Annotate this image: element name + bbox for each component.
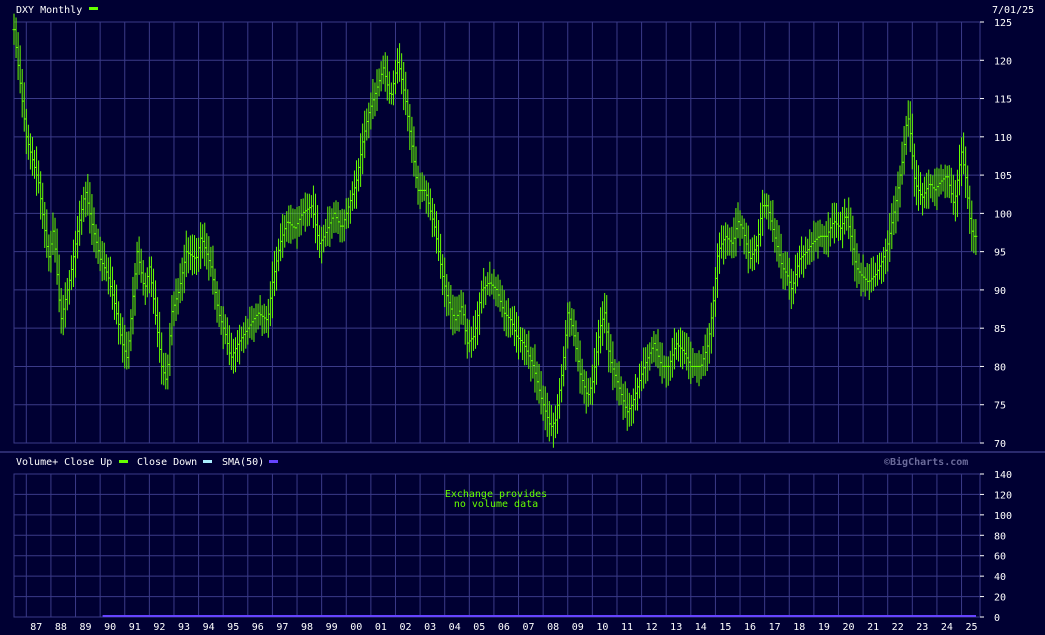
x-tick-label: 18: [793, 622, 805, 633]
x-axis: 87 88 89 90 91 92 93 94 95 96 97 98 99 00 01 02 03 04 05 06…: [30, 622, 977, 633]
x-tick-label: 87: [30, 622, 42, 633]
x-tick-label: 23: [916, 622, 928, 633]
x-tick-label: 21: [867, 622, 879, 633]
x-tick-label: 17: [769, 622, 781, 633]
x-tick-label: 20: [842, 622, 854, 633]
x-tick-label: 10: [596, 622, 608, 633]
volume-grid: [14, 473, 980, 618]
price-y-tick-label: 85: [994, 324, 1006, 335]
volume-y-tick-label: 20: [994, 593, 1006, 604]
title-legend-swatch: [89, 7, 98, 10]
legend-close-down: Close Down: [137, 457, 197, 468]
price-series: [12, 13, 978, 448]
legend-close-down-swatch: [203, 460, 212, 463]
x-tick-label: 16: [744, 622, 756, 633]
x-tick-label: 05: [473, 622, 485, 633]
legend-sma: SMA(50): [222, 457, 264, 468]
x-tick-label: 95: [227, 622, 239, 633]
x-tick-label: 13: [670, 622, 682, 633]
x-tick-label: 12: [646, 622, 658, 633]
price-y-tick-label: 115: [994, 95, 1012, 106]
x-tick-label: 99: [326, 622, 338, 633]
x-tick-label: 03: [424, 622, 436, 633]
price-y-tick-label: 100: [994, 209, 1012, 220]
price-y-tick-label: 80: [994, 362, 1006, 373]
x-tick-label: 22: [892, 622, 904, 633]
price-y-tick-label: 75: [994, 401, 1006, 412]
volume-y-tick-label: 100: [994, 511, 1012, 522]
price-y-tick-label: 120: [994, 56, 1012, 67]
watermark: ©BigCharts.com: [884, 456, 968, 468]
x-tick-label: 19: [818, 622, 830, 633]
x-tick-label: 08: [547, 622, 559, 633]
x-tick-label: 00: [350, 622, 362, 633]
x-tick-label: 89: [80, 622, 92, 633]
no-volume-line-1: Exchange provides: [445, 489, 547, 500]
price-y-axis: 70 75 80 85 90 95 100 105 110 115 120 125: [980, 18, 1012, 450]
x-tick-label: 02: [399, 622, 411, 633]
x-tick-label: 25: [966, 622, 978, 633]
x-tick-label: 14: [695, 622, 707, 633]
legend-volume-up: Volume+ Close Up: [16, 457, 112, 468]
price-grid: [14, 21, 980, 444]
x-tick-label: 11: [621, 622, 633, 633]
x-tick-label: 09: [572, 622, 584, 633]
volume-y-tick-label: 120: [994, 490, 1012, 501]
price-y-tick-label: 90: [994, 286, 1006, 297]
volume-y-tick-label: 80: [994, 531, 1006, 542]
chart-title: DXY Monthly: [16, 5, 82, 16]
x-tick-label: 97: [276, 622, 288, 633]
volume-y-axis: 0 20 40 60 80 100 120 140: [980, 470, 1012, 624]
x-tick-label: 94: [203, 622, 215, 633]
price-y-tick-label: 70: [994, 439, 1006, 450]
volume-y-tick-label: 0: [994, 613, 1000, 624]
volume-y-tick-label: 140: [994, 470, 1012, 481]
chart-date: 7/01/25: [992, 5, 1034, 16]
price-y-tick-label: 105: [994, 171, 1012, 182]
x-tick-label: 98: [301, 622, 313, 633]
x-tick-label: 96: [252, 622, 264, 633]
x-tick-label: 93: [178, 622, 190, 633]
legend-sma-swatch: [269, 460, 278, 463]
price-y-tick-label: 95: [994, 248, 1006, 259]
x-tick-label: 04: [449, 622, 461, 633]
price-y-tick-label: 125: [994, 18, 1012, 29]
x-tick-label: 01: [375, 622, 387, 633]
x-tick-label: 15: [719, 622, 731, 633]
price-y-tick-label: 110: [994, 133, 1012, 144]
x-tick-label: 92: [153, 622, 165, 633]
x-tick-label: 06: [498, 622, 510, 633]
volume-y-tick-label: 60: [994, 552, 1006, 563]
x-tick-label: 24: [941, 622, 953, 633]
x-tick-label: 88: [55, 622, 67, 633]
volume-y-tick-label: 40: [994, 572, 1006, 583]
x-tick-label: 90: [104, 622, 116, 633]
legend-volume-up-swatch: [119, 460, 128, 463]
x-tick-label: 07: [523, 622, 535, 633]
x-tick-label: 91: [129, 622, 141, 633]
no-volume-line-2: no volume data: [454, 499, 538, 510]
price-panel-frame: [13, 21, 981, 444]
